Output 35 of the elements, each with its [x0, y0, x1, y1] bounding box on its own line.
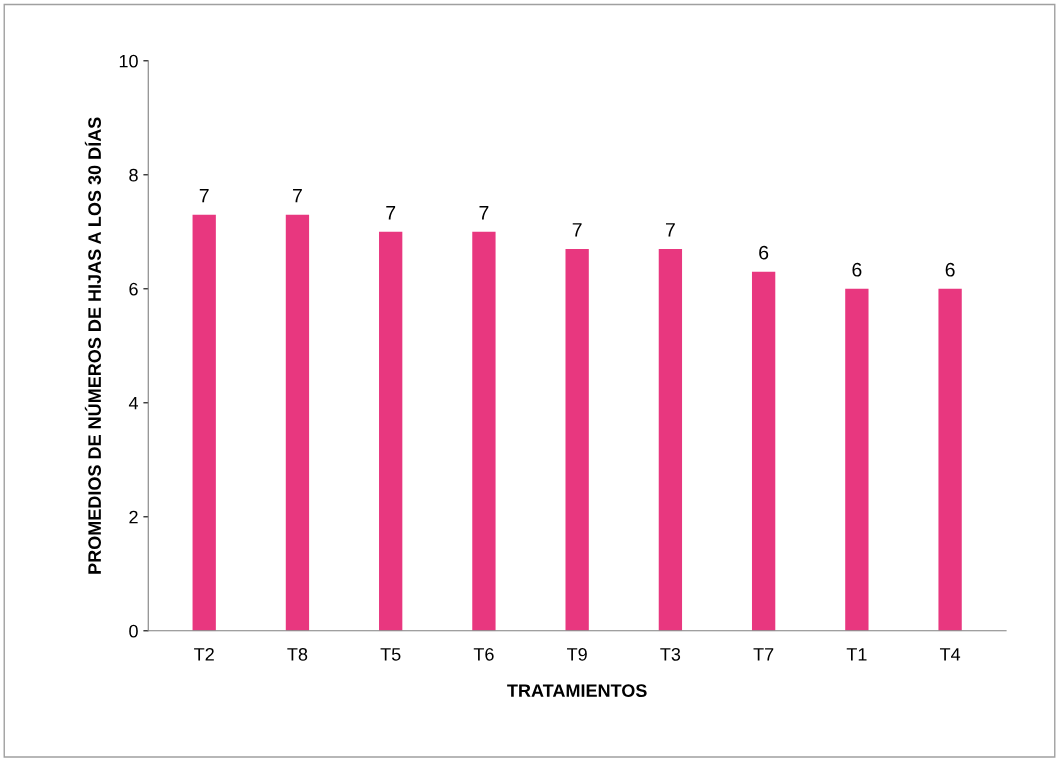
data-label: 7: [386, 206, 396, 220]
data-label: 7: [479, 206, 489, 220]
bar: [658, 248, 683, 631]
x-tick-label: T9: [567, 647, 587, 661]
data-label: 7: [293, 188, 302, 203]
bar: [938, 288, 962, 631]
y-tick-label: 8: [129, 168, 138, 182]
bar: [565, 248, 589, 631]
x-tick-label: T4: [939, 648, 961, 661]
bar: [472, 231, 496, 631]
x-tick-label: T6: [473, 647, 494, 661]
data-label: 6: [852, 262, 862, 277]
y-tick-label: 0: [129, 624, 138, 638]
y-tick-label: 6: [129, 282, 138, 296]
x-tick-label: T8: [287, 647, 308, 661]
x-tick-label: T3: [660, 647, 681, 661]
bar: [192, 214, 216, 631]
x-tick-label: T7: [753, 648, 774, 661]
x-tick-label: T1: [846, 648, 867, 661]
data-label: 6: [759, 245, 769, 260]
data-label: 7: [572, 223, 582, 237]
y-axis-title: PROMEDIOS DE NÚMEROS DE HIJAS A LOS 30 DÍAS: [84, 117, 102, 574]
x-tick-label: T5: [380, 648, 401, 661]
bar: [751, 271, 776, 631]
data-label: 7: [665, 223, 675, 237]
x-axis-title: TRATAMIENTOS: [507, 684, 647, 697]
data-label: 7: [199, 188, 209, 203]
y-tick-label: 4: [128, 396, 139, 410]
bar: [285, 214, 310, 631]
bar: [379, 231, 403, 631]
x-tick-label: T2: [194, 647, 214, 661]
y-tick-label: 2: [129, 510, 138, 524]
bar: [845, 288, 869, 631]
y-tick-label: 10: [119, 54, 138, 68]
data-label: 6: [945, 262, 955, 277]
